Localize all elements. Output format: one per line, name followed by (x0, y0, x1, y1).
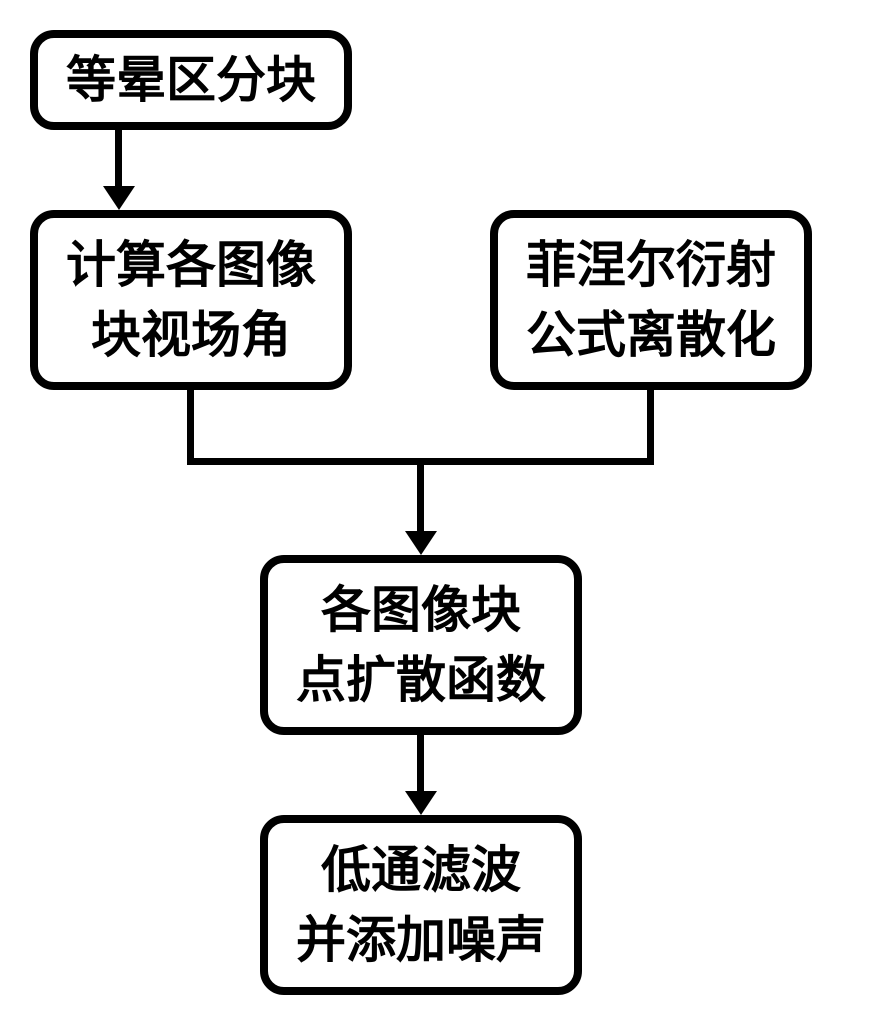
flowchart-node-1: 等晕区分块 (30, 30, 352, 130)
arrow-1-2-line (115, 130, 122, 188)
node-label: 低通滤波 并添加噪声 (296, 835, 546, 975)
node-label: 菲涅尔衍射 公式离散化 (526, 230, 776, 370)
flowchart-node-4: 各图像块 点扩散函数 (260, 555, 582, 735)
arrow-2-merge-v (187, 390, 194, 465)
node-label: 等晕区分块 (66, 55, 316, 105)
arrow-merge-down (417, 458, 424, 533)
flowchart-node-3: 菲涅尔衍射 公式离散化 (490, 210, 812, 390)
arrow-4-5-head (405, 791, 437, 815)
flowchart-node-5: 低通滤波 并添加噪声 (260, 815, 582, 995)
arrow-4-5-line (417, 735, 424, 793)
node-label: 计算各图像 块视场角 (66, 230, 316, 370)
arrow-1-2-head (103, 186, 135, 210)
arrow-3-merge-v (647, 390, 654, 465)
flowchart-node-2: 计算各图像 块视场角 (30, 210, 352, 390)
node-label: 各图像块 点扩散函数 (296, 575, 546, 715)
arrow-merge-head (405, 531, 437, 555)
